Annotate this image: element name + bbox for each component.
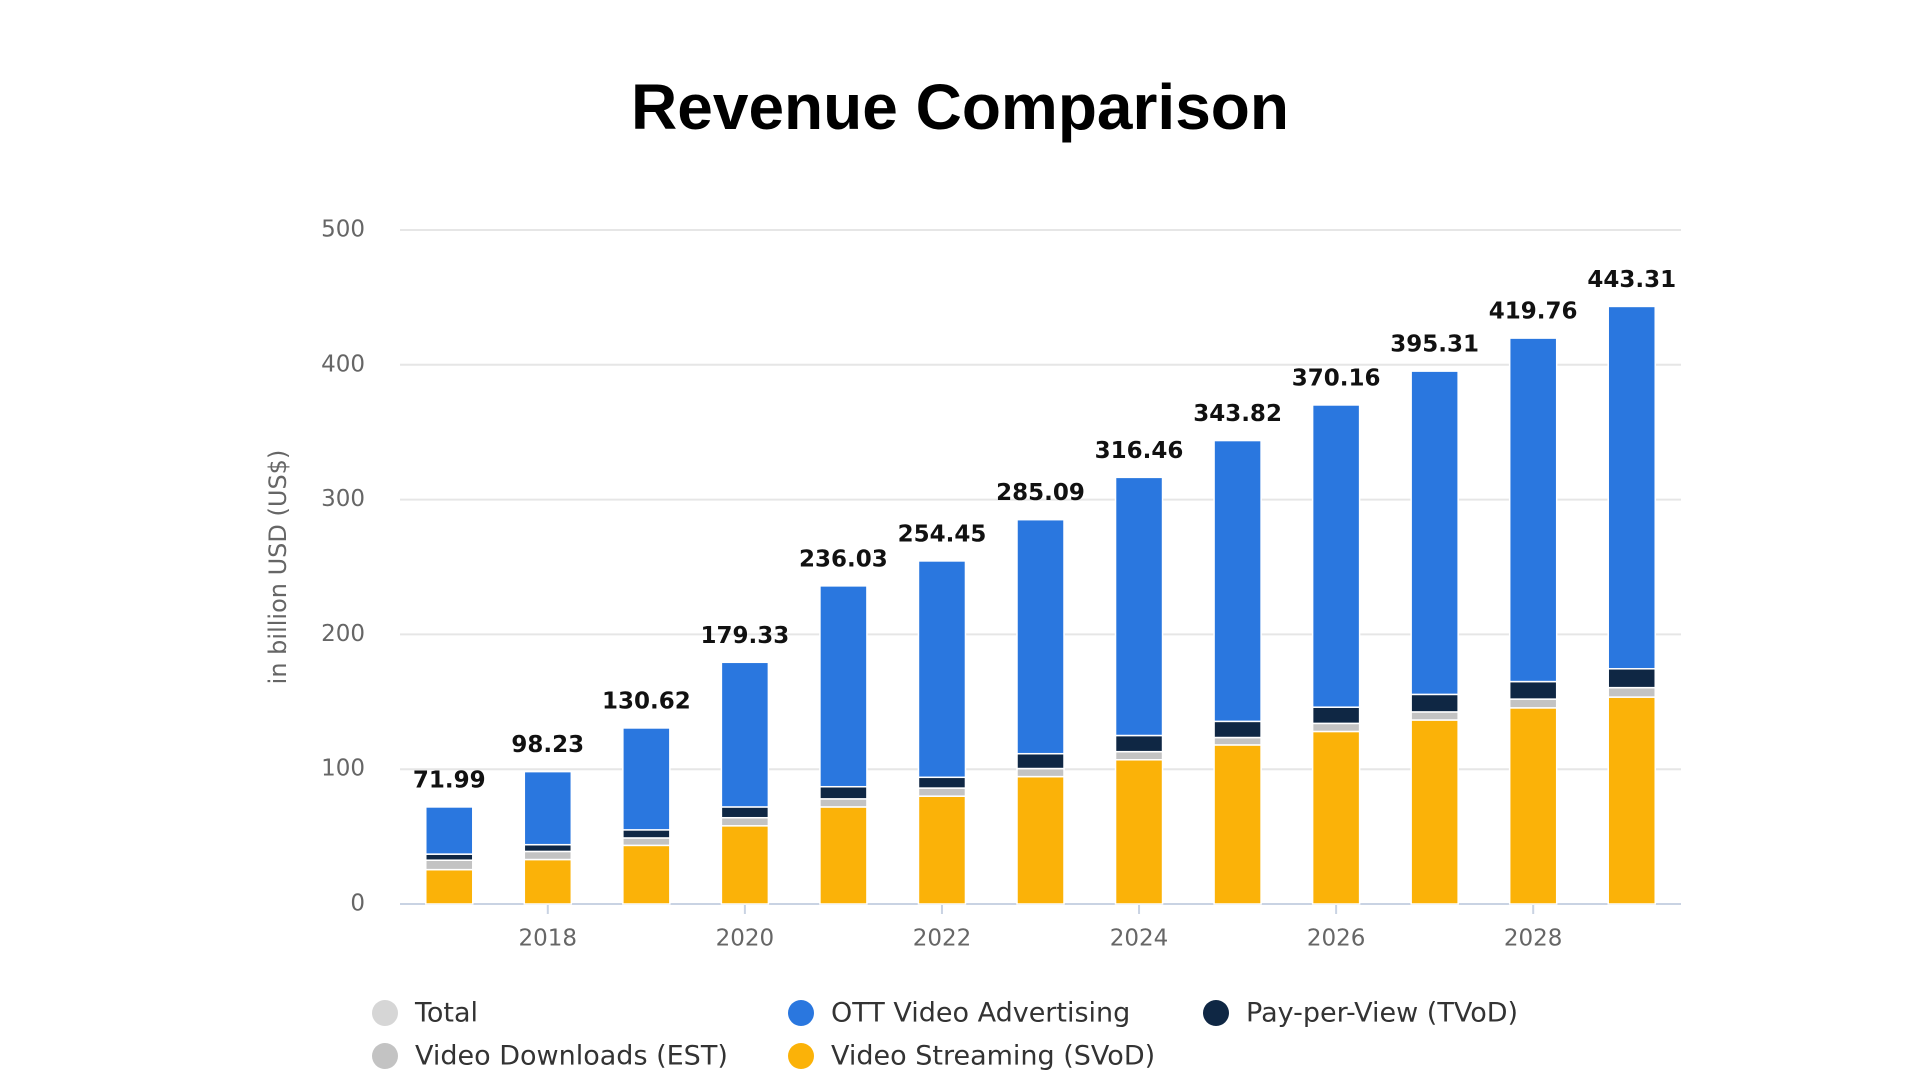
- bar-segment: [425, 868, 474, 905]
- legend-marker: [788, 1043, 814, 1069]
- bar-segment: [425, 859, 474, 871]
- bar-segment: [523, 850, 573, 861]
- legend-marker: [788, 1000, 814, 1026]
- total-label: 395.31: [1390, 332, 1479, 358]
- y-tick-label: 200: [321, 621, 365, 647]
- x-tick-label: 2024: [1110, 926, 1169, 952]
- bar-segment: [1213, 439, 1262, 723]
- legend-label: Pay-per-View (TVoD): [1246, 998, 1518, 1029]
- y-tick-label: 400: [321, 351, 365, 377]
- total-label: 98.23: [511, 732, 584, 758]
- total-label: 343.82: [1193, 401, 1282, 427]
- legend-marker: [372, 1043, 398, 1069]
- bar-segment: [1114, 476, 1164, 737]
- bar-segment: [1213, 744, 1262, 905]
- bar-segment: [1311, 404, 1361, 708]
- bar-segment: [622, 837, 671, 847]
- bar-segment: [523, 843, 573, 853]
- legend-label: OTT Video Advertising: [831, 998, 1130, 1029]
- total-label: 370.16: [1292, 366, 1381, 392]
- bar-segment: [917, 795, 967, 905]
- y-tick-label: 300: [321, 486, 365, 512]
- total-label: 254.45: [898, 522, 987, 548]
- total-label: 236.03: [799, 546, 888, 572]
- bar-segment: [917, 776, 967, 789]
- bar-segment: [1410, 370, 1459, 696]
- bar-segment: [1410, 719, 1459, 905]
- bar-segment: [1016, 767, 1065, 778]
- bar-segment: [622, 844, 671, 905]
- bar-segment: [819, 585, 868, 788]
- bar-segment: [1114, 759, 1164, 905]
- bar-segment: [819, 806, 868, 905]
- bar-segment: [1213, 720, 1262, 739]
- bar-segment: [1016, 518, 1065, 755]
- bar-segment: [720, 825, 770, 905]
- bar-segment: [1016, 752, 1065, 770]
- bar-segment: [1213, 736, 1262, 746]
- legend-marker: [372, 1000, 398, 1026]
- bar-segment: [622, 727, 671, 831]
- bar-segment: [1410, 711, 1459, 721]
- y-tick-label: 0: [350, 891, 365, 917]
- bar-segment: [1607, 305, 1656, 670]
- bar-segment: [720, 806, 770, 819]
- bar-segment: [720, 661, 770, 808]
- total-label: 316.46: [1095, 438, 1184, 464]
- legend-marker: [1203, 1000, 1229, 1026]
- bar-segment: [1508, 707, 1558, 905]
- total-label: 443.31: [1587, 267, 1676, 293]
- bar-segment: [1311, 706, 1361, 725]
- x-tick-label: 2018: [519, 926, 578, 952]
- total-label: 71.99: [413, 767, 486, 793]
- y-tick-label: 500: [321, 217, 365, 243]
- total-label: 130.62: [602, 688, 691, 714]
- bar-segment: [425, 806, 474, 855]
- total-label: 179.33: [701, 623, 790, 649]
- x-tick-label: 2022: [913, 926, 972, 952]
- bar-segment: [1410, 693, 1459, 713]
- total-label: 419.76: [1489, 299, 1578, 325]
- bar-segment: [1607, 686, 1656, 698]
- bar-segment: [1508, 337, 1558, 683]
- bar-segment: [720, 816, 770, 827]
- bar-segment: [819, 785, 868, 800]
- bar-segment: [917, 787, 967, 797]
- total-label: 285.09: [996, 480, 1085, 506]
- bar-segment: [1607, 668, 1656, 689]
- bar-segment: [523, 770, 573, 846]
- bar-segment: [622, 829, 671, 839]
- bar-segment: [1114, 734, 1164, 753]
- bar-segment: [917, 560, 967, 779]
- x-tick-label: 2026: [1307, 926, 1366, 952]
- bar-segment: [1508, 698, 1558, 709]
- y-tick-label: 100: [321, 756, 365, 782]
- bar-segment: [1508, 680, 1558, 700]
- bar-segment: [1016, 775, 1065, 905]
- legend-label: Total: [414, 998, 478, 1029]
- bar-segment: [1607, 696, 1656, 905]
- bar-segment: [819, 798, 868, 808]
- bar-segment: [1311, 722, 1361, 733]
- bar-segment: [523, 858, 573, 905]
- bar-segment: [1311, 730, 1361, 905]
- bar-segment: [425, 853, 474, 861]
- bar-segment: [1114, 750, 1164, 761]
- x-tick-label: 2020: [716, 926, 775, 952]
- x-tick-label: 2028: [1504, 926, 1563, 952]
- legend-label: Video Streaming (SVoD): [831, 1041, 1155, 1072]
- y-axis-title: in billion USD (US$): [264, 450, 292, 685]
- chart-title: Revenue Comparison: [631, 71, 1289, 143]
- legend-label: Video Downloads (EST): [415, 1041, 728, 1072]
